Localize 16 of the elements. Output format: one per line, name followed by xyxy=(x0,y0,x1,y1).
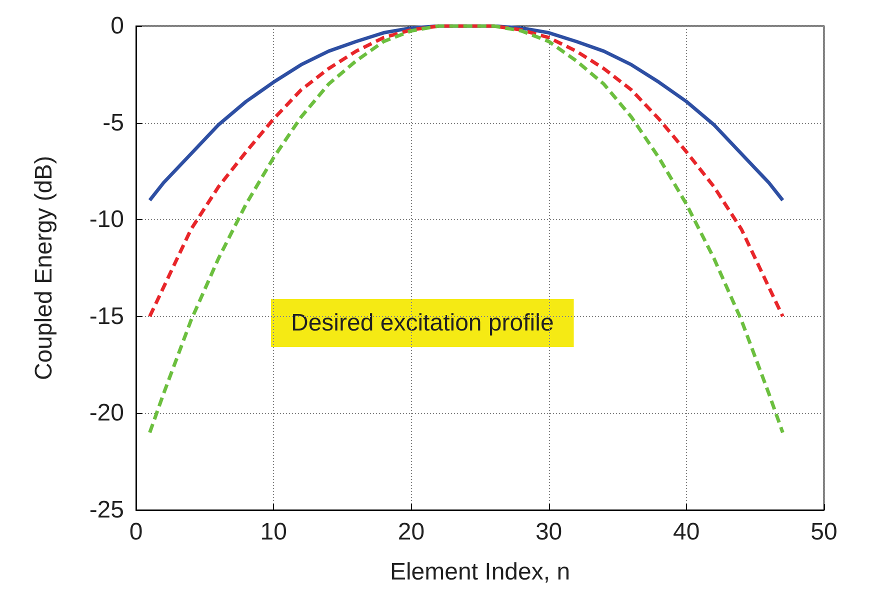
x-tick-label: 30 xyxy=(535,518,562,546)
annotation: Desired excitation profile xyxy=(291,310,554,336)
line-series xyxy=(148,24,784,434)
y-tick-label: -20 xyxy=(89,400,124,427)
y-tick-label: -10 xyxy=(89,206,124,234)
x-tick-label: 10 xyxy=(260,518,287,546)
x-axis-title: Element Index, n xyxy=(390,558,570,586)
x-tick-label: 0 xyxy=(129,518,143,546)
y-tick-label: -25 xyxy=(89,496,124,524)
y-tick-label: 0 xyxy=(110,12,124,40)
y-tick-label: -15 xyxy=(89,302,124,330)
y-axis-title: Coupled Energy (dB) xyxy=(30,156,58,380)
y-tick-label: -5 xyxy=(102,109,124,136)
x-tick-label: 20 xyxy=(398,518,425,546)
x-tick-label: 50 xyxy=(810,518,838,546)
x-tick-label: 40 xyxy=(673,518,700,546)
